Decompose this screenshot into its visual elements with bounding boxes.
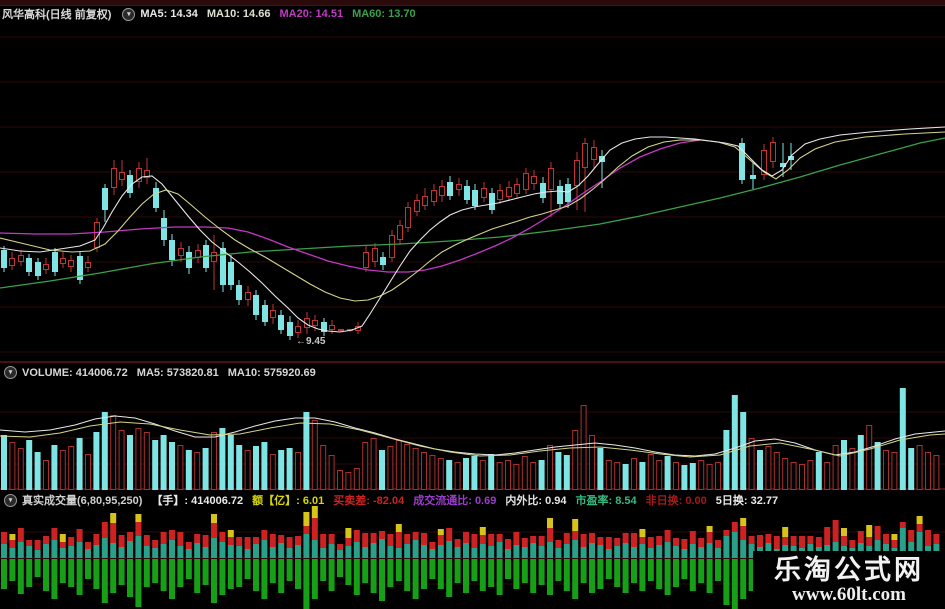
- volume-ma5-label: MA5: 573820.81: [136, 366, 219, 379]
- main-candles-group[interactable]: [1, 137, 794, 340]
- low-price-annotation: ←9.45: [296, 336, 326, 347]
- pe-ratio-label: 市盈率: 8.54: [575, 495, 637, 507]
- page-title: 风华高科(日线 前复权): [2, 9, 112, 21]
- chevron-down-icon[interactable]: ▾: [122, 7, 136, 21]
- volume-panel-header: ▾ VOLUME: 414006.72 MA5: 573820.81 MA10:…: [2, 366, 325, 379]
- main-chart-header: 风华高科(日线 前复权) ▾ MA5: 14.34 MA10: 14.66 MA…: [2, 6, 425, 22]
- chevron-down-icon[interactable]: ▾: [4, 493, 17, 507]
- indicator-name-label: 真实成交量(6,80,95,250): [22, 495, 143, 507]
- ma5-label: MA5: 14.34: [140, 8, 198, 20]
- volume-value-label: VOLUME: 414006.72: [22, 366, 128, 379]
- ma-lines-group: [0, 126, 945, 333]
- watermark: 乐淘公式网 www.60lt.com: [753, 551, 945, 609]
- five-day-turn-label: 5日换: 32.77: [715, 495, 779, 507]
- ma60-label: MA60: 13.70: [352, 8, 416, 20]
- watermark-site-name: 乐淘公式网: [774, 555, 924, 586]
- inner-outer-label: 内外比: 0.94: [505, 495, 567, 507]
- ma10-label: MA10: 14.66: [206, 8, 271, 20]
- non-day-turn-label: 非日换: 0.00: [645, 495, 707, 507]
- volume-bars-group: [0, 388, 945, 490]
- chevron-down-icon[interactable]: ▾: [4, 366, 17, 379]
- volume-ma10-label: MA10: 575920.69: [227, 366, 316, 379]
- ma20-label: MA20: 14.51: [279, 8, 344, 20]
- amount-value-label: 额【亿】: 6.01: [252, 495, 325, 507]
- hand-value-label: 【手】: 414006.72: [151, 495, 244, 507]
- watermark-url: www.60lt.com: [792, 583, 906, 605]
- turnover-ratio-label: 成交流通比: 0.69: [413, 495, 497, 507]
- buy-sell-diff-label: 买卖差: -82.04: [333, 495, 405, 507]
- indicator-panel-header: ▾ 真实成交量(6,80,95,250) 【手】: 414006.72 额【亿】…: [2, 492, 787, 508]
